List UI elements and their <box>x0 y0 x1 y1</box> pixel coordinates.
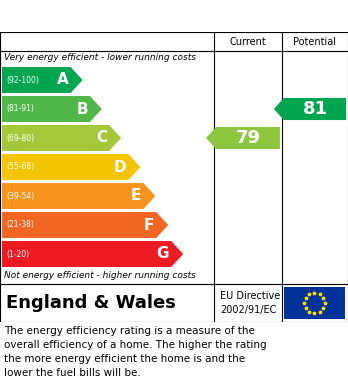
Text: The energy efficiency rating is a measure of the
overall efficiency of a home. T: The energy efficiency rating is a measur… <box>4 326 267 378</box>
Text: England & Wales: England & Wales <box>6 294 176 312</box>
Polygon shape <box>2 125 121 151</box>
Text: (1-20): (1-20) <box>6 249 29 258</box>
Polygon shape <box>274 98 346 120</box>
Text: (81-91): (81-91) <box>6 104 34 113</box>
Polygon shape <box>2 67 82 93</box>
Text: A: A <box>57 72 69 88</box>
Polygon shape <box>2 96 102 122</box>
Text: 81: 81 <box>302 100 327 118</box>
Text: 79: 79 <box>236 129 260 147</box>
Text: D: D <box>114 160 126 174</box>
Bar <box>284 287 345 319</box>
Text: Current: Current <box>230 37 266 47</box>
Polygon shape <box>2 154 140 180</box>
Text: Very energy efficient - lower running costs: Very energy efficient - lower running co… <box>4 54 196 63</box>
Polygon shape <box>2 183 156 209</box>
Text: (55-68): (55-68) <box>6 163 34 172</box>
Text: E: E <box>131 188 141 203</box>
Text: (39-54): (39-54) <box>6 192 34 201</box>
Text: Not energy efficient - higher running costs: Not energy efficient - higher running co… <box>4 271 196 280</box>
Polygon shape <box>206 127 280 149</box>
Text: (92-100): (92-100) <box>6 75 39 84</box>
Text: (69-80): (69-80) <box>6 133 34 142</box>
Text: Energy Efficiency Rating: Energy Efficiency Rating <box>5 7 234 25</box>
Polygon shape <box>2 212 168 238</box>
Text: EU Directive
2002/91/EC: EU Directive 2002/91/EC <box>220 291 280 315</box>
Text: C: C <box>96 131 107 145</box>
Text: Potential: Potential <box>293 37 337 47</box>
Text: B: B <box>76 102 88 117</box>
Text: (21-38): (21-38) <box>6 221 34 230</box>
Text: F: F <box>144 217 154 233</box>
Text: G: G <box>157 246 169 262</box>
Polygon shape <box>2 241 183 267</box>
